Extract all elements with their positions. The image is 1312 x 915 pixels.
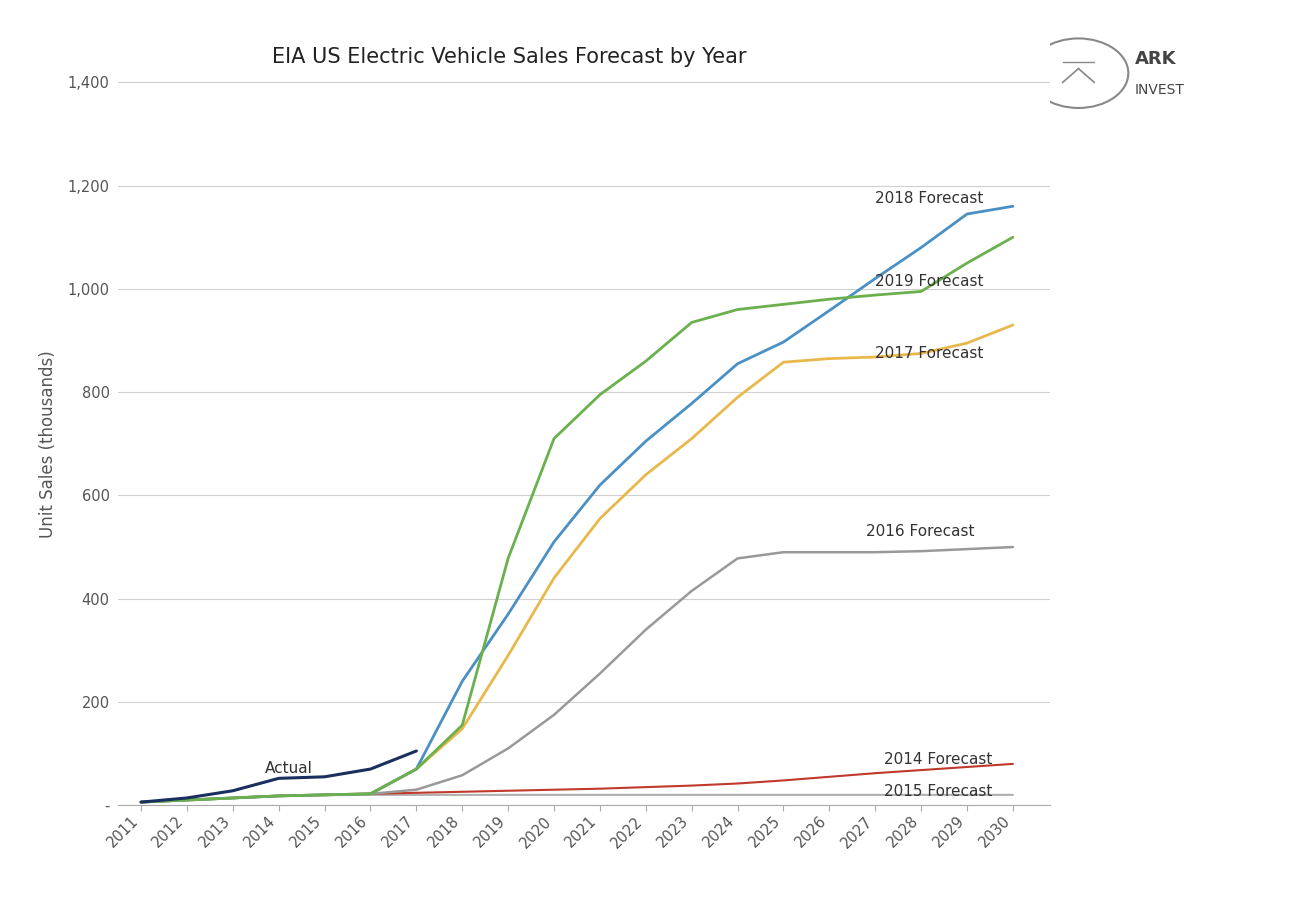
Text: 2014 Forecast: 2014 Forecast [884,752,993,768]
Text: INVEST: INVEST [1135,82,1185,97]
Text: 2016 Forecast: 2016 Forecast [866,524,975,539]
Y-axis label: Unit Sales (thousands): Unit Sales (thousands) [38,350,56,538]
Text: 2017 Forecast: 2017 Forecast [875,347,984,361]
Text: 2015 Forecast: 2015 Forecast [884,784,993,800]
Text: Actual: Actual [265,760,312,776]
Text: 2018 Forecast: 2018 Forecast [875,191,984,206]
Text: ARK: ARK [1135,50,1177,69]
Text: 2019 Forecast: 2019 Forecast [875,274,984,288]
Title: EIA US Electric Vehicle Sales Forecast by Year: EIA US Electric Vehicle Sales Forecast b… [272,47,747,67]
